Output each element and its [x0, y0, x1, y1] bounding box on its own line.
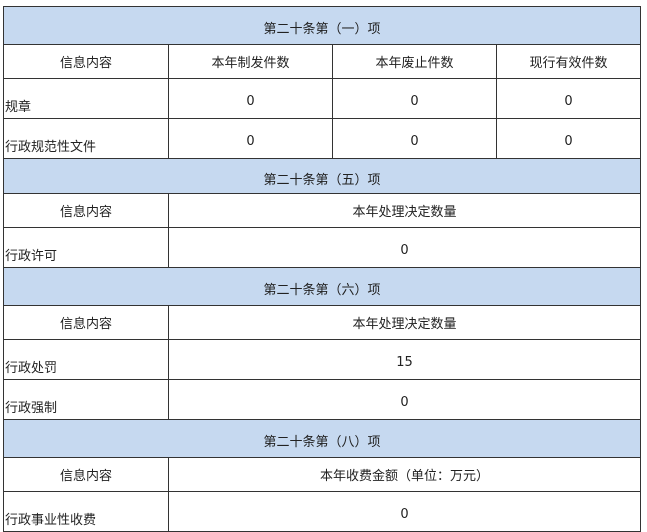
- column-header-row: 信息内容 本年收费金额（单位：万元）: [3, 457, 642, 492]
- section-header: 第二十条第（六）项: [2, 267, 642, 306]
- section-header: 第二十条第（八）项: [2, 419, 642, 458]
- cell-value: 0: [167, 227, 642, 268]
- cell-value: 0: [167, 491, 642, 532]
- table-row: 行政事业性收费 0: [3, 491, 642, 532]
- row-label: 行政强制: [3, 379, 169, 420]
- column-header-row: 信息内容 本年制发件数 本年废止件数 现行有效件数: [3, 44, 642, 79]
- column-header: 本年制发件数: [168, 44, 333, 79]
- column-header: 信息内容: [3, 44, 169, 79]
- section-title: 第二十条第（八）项: [2, 419, 642, 458]
- column-header: 现行有效件数: [495, 44, 642, 79]
- column-header: 信息内容: [3, 305, 169, 340]
- row-label: 行政事业性收费: [3, 491, 169, 532]
- table-row: 行政处罚 15: [3, 339, 642, 380]
- section-title: 第二十条第（一）项: [2, 6, 642, 45]
- section-header: 第二十条第（五）项: [2, 158, 642, 194]
- cell-value: 0: [332, 118, 497, 159]
- cell-value: 15: [167, 339, 642, 380]
- table-row: 规章 0 0 0: [3, 78, 642, 119]
- column-header: 本年处理决定数量: [167, 305, 642, 340]
- section-title: 第二十条第（六）项: [2, 267, 642, 306]
- row-label: 行政规范性文件: [3, 118, 169, 159]
- cell-value: 0: [495, 118, 642, 159]
- column-header: 信息内容: [3, 457, 169, 492]
- cell-value: 0: [168, 118, 333, 159]
- section-header: 第二十条第（一）项: [2, 6, 642, 45]
- table-row: 行政许可 0: [3, 227, 642, 268]
- row-label: 规章: [3, 78, 169, 119]
- column-header: 本年废止件数: [332, 44, 497, 79]
- cell-value: 0: [332, 78, 497, 119]
- section-title: 第二十条第（五）项: [2, 158, 642, 194]
- disclosure-table: 第二十条第（一）项 信息内容 本年制发件数 本年废止件数 现行有效件数 规章 0…: [2, 6, 642, 532]
- cell-value: 0: [495, 78, 642, 119]
- table-row: 行政强制 0: [3, 379, 642, 420]
- cell-value: 0: [167, 379, 642, 420]
- column-header-row: 信息内容 本年处理决定数量: [3, 305, 642, 340]
- column-header: 本年收费金额（单位：万元）: [167, 457, 642, 492]
- row-label: 行政许可: [3, 227, 169, 268]
- column-header-row: 信息内容 本年处理决定数量: [3, 193, 642, 228]
- column-header: 本年处理决定数量: [167, 193, 642, 228]
- row-label: 行政处罚: [3, 339, 169, 380]
- table-row: 行政规范性文件 0 0 0: [3, 118, 642, 159]
- cell-value: 0: [168, 78, 333, 119]
- column-header: 信息内容: [3, 193, 169, 228]
